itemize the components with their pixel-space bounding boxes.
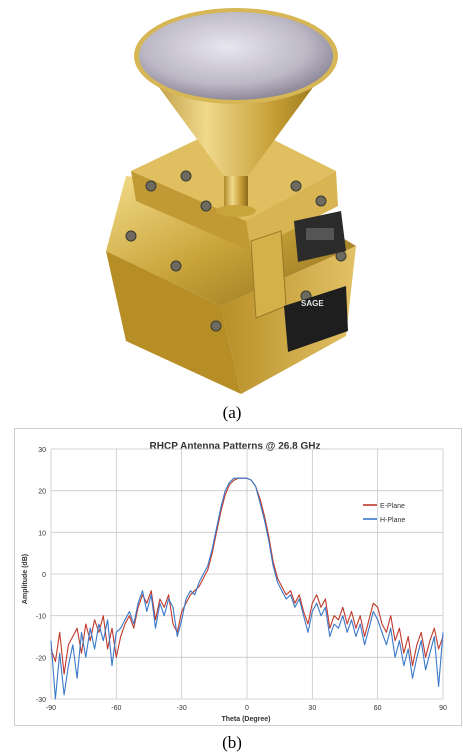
antenna-pattern-chart: RHCP Antenna Patterns @ 26.8 GHz Amplitu… [22,441,447,723]
caption-b: (b) [222,733,242,752]
x-axis-label: Theta (Degree) [221,716,270,723]
y-tick-label: 10 [38,530,46,537]
x-tick-label: -90 [46,705,56,712]
series-line-h-plane [50,477,444,700]
x-tick-label: -30 [177,705,187,712]
legend-label: H-Plane [380,517,405,524]
y-tick-label: 30 [38,447,46,454]
legend-label: E-Plane [380,503,405,510]
x-tick-label: 60 [374,705,382,712]
x-tick-label: 0 [245,705,249,712]
y-tick-label: 0 [42,572,46,579]
x-tick-label: -60 [111,705,121,712]
y-tick-label: -10 [36,614,46,621]
chart-title: RHCP Antenna Patterns @ 26.8 GHz [150,441,321,452]
svg-text:SAGE: SAGE [301,299,324,308]
x-tick-label: 30 [308,705,316,712]
antenna-photo: SAGE [106,8,356,394]
x-tick-label: 90 [439,705,447,712]
y-tick-label: -30 [36,697,46,704]
y-tick-label: 20 [38,489,46,496]
y-axis-label: Amplitude (dB) [22,554,29,604]
caption-a: (a) [222,403,242,422]
chart-frame: RHCP Antenna Patterns @ 26.8 GHz Amplitu… [14,428,462,726]
y-tick-label: -20 [36,655,46,662]
